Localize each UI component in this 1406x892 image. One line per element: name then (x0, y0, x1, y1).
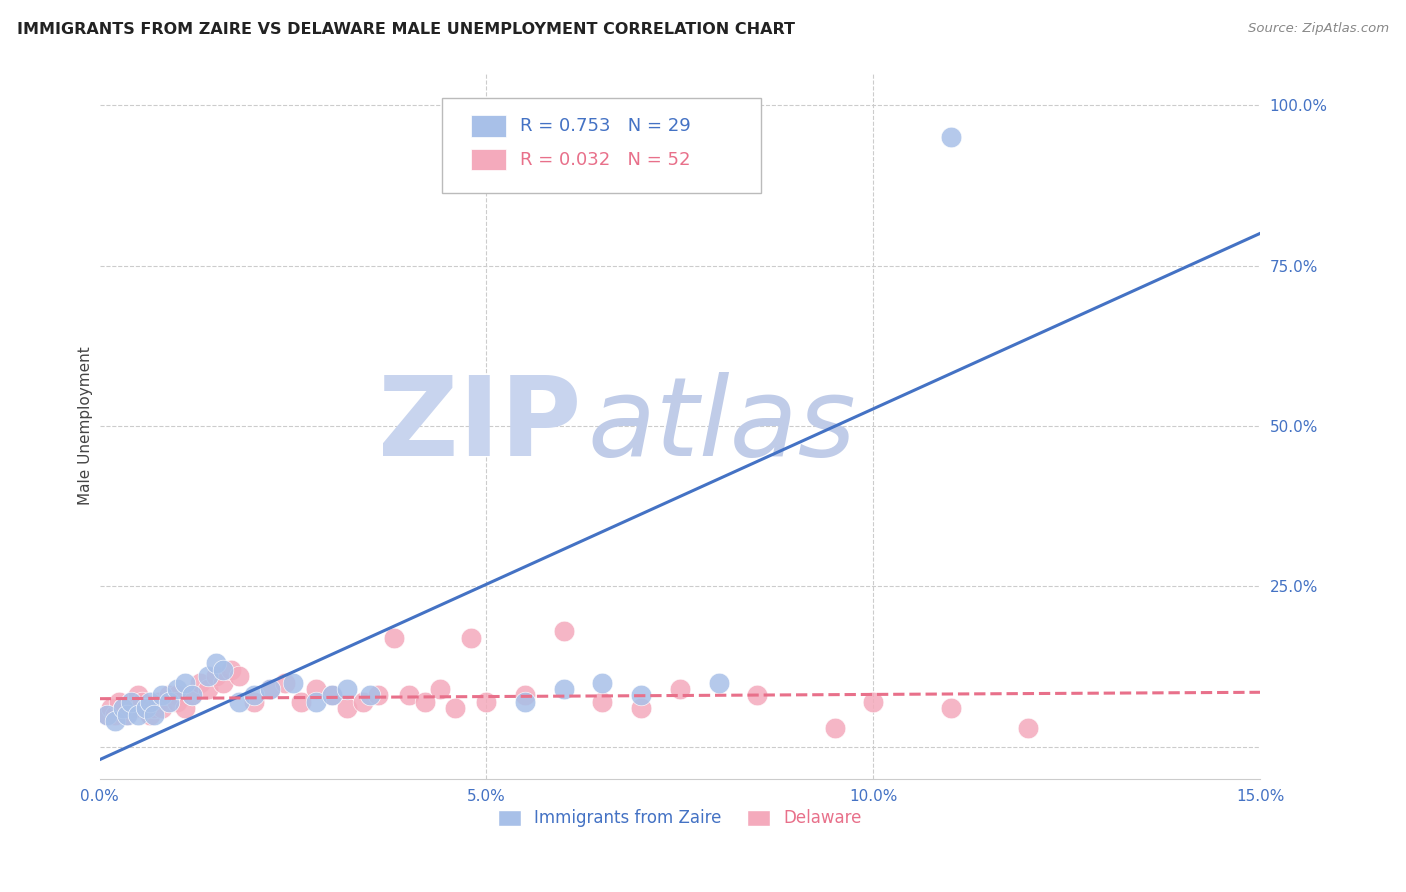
Point (305, 695, 328, 709)
Legend: Immigrants from Zaire, Delaware: Immigrants from Zaire, Delaware (491, 803, 869, 834)
Point (104, 714, 127, 728)
Point (142, 707, 165, 722)
Point (111, 701, 134, 715)
Text: ZIP: ZIP (378, 373, 581, 479)
FancyBboxPatch shape (471, 149, 506, 170)
Point (444, 701, 467, 715)
Point (115, 707, 138, 722)
Point (321, 689, 343, 703)
Text: IMMIGRANTS FROM ZAIRE VS DELAWARE MALE UNEMPLOYMENT CORRELATION CHART: IMMIGRANTS FROM ZAIRE VS DELAWARE MALE U… (17, 22, 794, 37)
Point (382, 631, 405, 645)
Point (181, 689, 204, 703)
Point (150, 701, 173, 715)
Point (553, 624, 575, 639)
Text: R = 0.753   N = 29: R = 0.753 N = 29 (520, 117, 690, 135)
Point (513, 689, 536, 703)
Point (862, 695, 884, 709)
Point (592, 675, 614, 690)
Point (669, 682, 692, 697)
Point (120, 695, 142, 709)
Point (115, 707, 138, 722)
Point (228, 669, 250, 683)
FancyBboxPatch shape (441, 98, 761, 193)
Point (166, 689, 188, 703)
Point (197, 669, 219, 683)
Y-axis label: Male Unemployment: Male Unemployment (79, 347, 93, 506)
Point (336, 701, 359, 715)
Point (259, 682, 281, 697)
Point (513, 695, 536, 709)
Point (157, 695, 180, 709)
Point (157, 689, 180, 703)
Point (204, 657, 226, 671)
Point (259, 682, 281, 697)
Point (104, 707, 127, 722)
Point (173, 701, 195, 715)
Point (747, 689, 769, 703)
Point (290, 695, 312, 709)
Point (142, 701, 165, 715)
Point (127, 707, 149, 722)
Point (166, 682, 188, 697)
Point (219, 663, 242, 677)
Point (824, 721, 846, 735)
Point (243, 689, 266, 703)
Point (939, 130, 962, 145)
Point (228, 695, 250, 709)
Point (413, 695, 436, 709)
Point (100, 701, 122, 715)
Point (367, 689, 389, 703)
Point (127, 689, 149, 703)
Point (96, 707, 118, 722)
Point (1017, 721, 1039, 735)
Point (139, 707, 162, 722)
Point (204, 669, 226, 683)
Point (398, 689, 420, 703)
Point (212, 663, 235, 677)
Point (120, 695, 142, 709)
Point (181, 689, 204, 703)
Point (305, 682, 328, 697)
Point (592, 695, 614, 709)
Point (197, 682, 219, 697)
Point (146, 695, 169, 709)
Point (336, 682, 359, 697)
Point (630, 701, 652, 715)
Point (359, 689, 381, 703)
Text: Source: ZipAtlas.com: Source: ZipAtlas.com (1249, 22, 1389, 36)
Point (352, 695, 374, 709)
Point (111, 701, 134, 715)
Point (939, 701, 962, 715)
FancyBboxPatch shape (471, 115, 506, 136)
Point (96, 707, 118, 722)
Point (135, 701, 157, 715)
Point (188, 675, 211, 690)
Point (124, 701, 146, 715)
Point (150, 689, 173, 703)
Point (553, 682, 575, 697)
Point (166, 695, 188, 709)
Text: R = 0.032   N = 52: R = 0.032 N = 52 (520, 151, 690, 169)
Text: atlas: atlas (588, 373, 856, 479)
Point (321, 689, 343, 703)
Point (429, 682, 451, 697)
Point (243, 695, 266, 709)
Point (274, 675, 297, 690)
Point (475, 695, 498, 709)
Point (630, 689, 652, 703)
Point (135, 701, 157, 715)
Point (139, 695, 162, 709)
Point (108, 695, 131, 709)
Point (460, 631, 482, 645)
Point (281, 675, 304, 690)
Point (707, 675, 730, 690)
Point (131, 695, 153, 709)
Point (212, 675, 235, 690)
Point (173, 675, 195, 690)
